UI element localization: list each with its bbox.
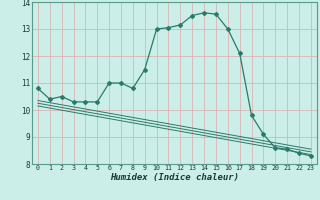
X-axis label: Humidex (Indice chaleur): Humidex (Indice chaleur) xyxy=(110,173,239,182)
